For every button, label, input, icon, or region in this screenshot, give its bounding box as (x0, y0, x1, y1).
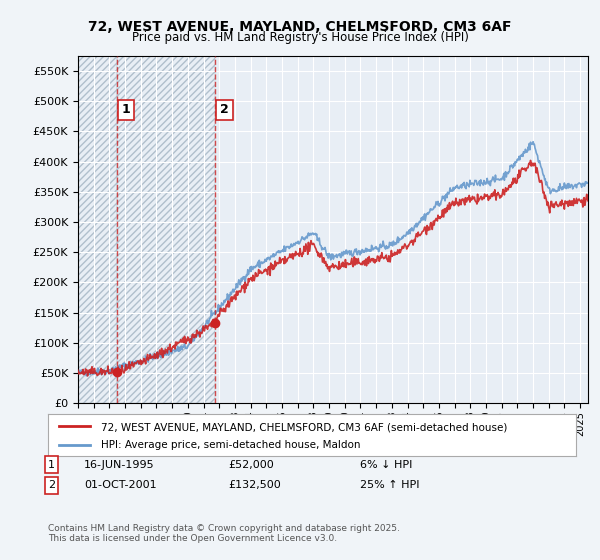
Text: 01-OCT-2001: 01-OCT-2001 (84, 480, 157, 491)
Text: 72, WEST AVENUE, MAYLAND, CHELMSFORD, CM3 6AF (semi-detached house): 72, WEST AVENUE, MAYLAND, CHELMSFORD, CM… (101, 422, 507, 432)
Text: 2: 2 (48, 480, 55, 491)
Text: 6% ↓ HPI: 6% ↓ HPI (360, 460, 412, 470)
Text: 2: 2 (220, 104, 229, 116)
Text: Contains HM Land Registry data © Crown copyright and database right 2025.
This d: Contains HM Land Registry data © Crown c… (48, 524, 400, 543)
Text: 1: 1 (121, 104, 130, 116)
Text: 25% ↑ HPI: 25% ↑ HPI (360, 480, 419, 491)
Text: HPI: Average price, semi-detached house, Maldon: HPI: Average price, semi-detached house,… (101, 441, 360, 450)
Text: £52,000: £52,000 (228, 460, 274, 470)
Text: 1: 1 (48, 460, 55, 470)
Text: 16-JUN-1995: 16-JUN-1995 (84, 460, 155, 470)
Text: 72, WEST AVENUE, MAYLAND, CHELMSFORD, CM3 6AF: 72, WEST AVENUE, MAYLAND, CHELMSFORD, CM… (88, 20, 512, 34)
Text: Price paid vs. HM Land Registry's House Price Index (HPI): Price paid vs. HM Land Registry's House … (131, 31, 469, 44)
Text: £132,500: £132,500 (228, 480, 281, 491)
